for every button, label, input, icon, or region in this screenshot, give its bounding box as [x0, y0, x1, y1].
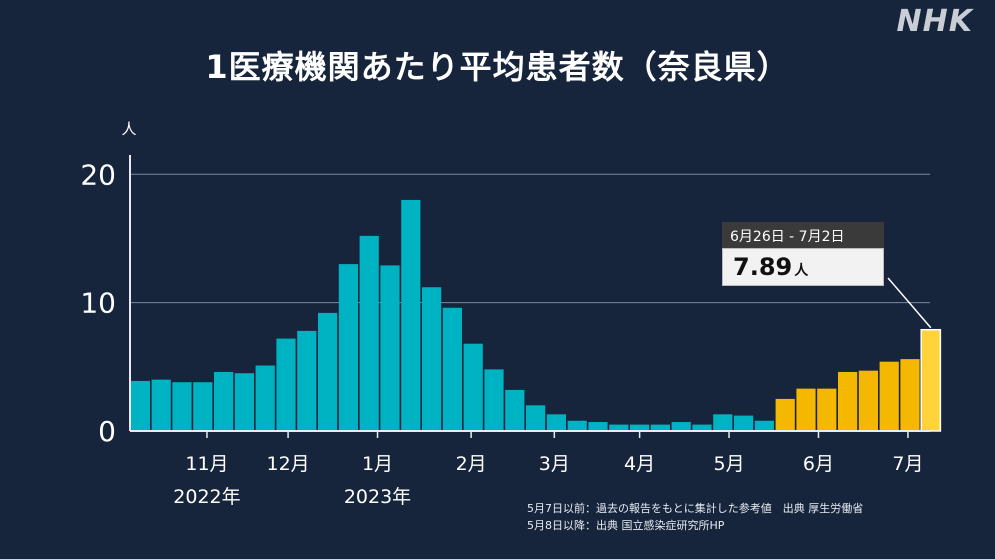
bar: [879, 361, 899, 431]
bar: [359, 235, 379, 431]
bar: [297, 330, 317, 431]
x-tick-year-label: 2022年: [173, 486, 240, 508]
x-tick-label: 1月: [362, 453, 393, 475]
bar: [422, 287, 442, 431]
bar: [234, 373, 254, 431]
bar: [401, 199, 421, 431]
bar: [463, 343, 483, 431]
bar: [692, 424, 712, 431]
bar: [775, 398, 795, 431]
y-tick-label: 10: [80, 287, 116, 320]
page-title: 1医療機関あたり平均患者数（奈良県）: [205, 48, 790, 86]
bar: [754, 420, 774, 431]
callout-unit: 人: [794, 263, 809, 279]
bar: [817, 388, 837, 431]
bar: [484, 369, 504, 431]
bar: [255, 365, 275, 431]
bar: [920, 328, 942, 432]
bar: [588, 422, 608, 431]
bar: [338, 264, 358, 431]
x-tick-label: 5月: [713, 453, 744, 475]
bar: [546, 414, 566, 431]
bar: [380, 265, 400, 431]
bar: [734, 415, 754, 431]
source-note-1: 5月7日以前：過去の報告をもとに集計した参考値 出典 厚生労働省: [527, 502, 864, 515]
bar: [505, 389, 525, 431]
bar: [609, 424, 629, 431]
source-note-2: 5月8日以降：出典 国立感染症研究所HP: [527, 519, 725, 532]
y-tick-label: 20: [80, 158, 116, 191]
x-tick-label: 12月: [266, 453, 309, 475]
x-tick-label: 2月: [456, 453, 487, 475]
bar: [900, 359, 920, 431]
x-tick-label: 7月: [892, 453, 923, 475]
x-tick-label: 6月: [803, 453, 834, 475]
bar: [630, 424, 650, 431]
bar: [650, 424, 670, 431]
bar: [172, 382, 192, 431]
y-tick-label: 0: [98, 415, 116, 448]
latest-value-callout: 6月26日 - 7月2日 7.89 人: [722, 222, 884, 286]
x-tick-label: 11月: [185, 453, 228, 475]
y-axis-label: 人: [121, 120, 136, 138]
bar: [276, 338, 296, 431]
bar: [838, 371, 858, 431]
bar: [858, 370, 878, 431]
bars: [130, 199, 942, 432]
bar: [214, 371, 234, 431]
bar: [130, 380, 150, 431]
x-tick-label: 4月: [624, 453, 655, 475]
bar: [796, 388, 816, 431]
bar: [713, 414, 733, 431]
callout-value-box: 7.89 人: [722, 248, 884, 286]
bar: [526, 405, 546, 431]
bar: [151, 379, 171, 431]
bar: [193, 382, 213, 431]
callout-pointer: [887, 277, 932, 329]
source-notes: 5月7日以前：過去の報告をもとに集計した参考値 出典 厚生労働省 5月8日以降：…: [527, 500, 863, 534]
x-tick-year-label: 2023年: [344, 486, 411, 508]
nhk-logo: NHK: [896, 4, 973, 39]
x-tick-labels: 11月 2022年 12月 1月 2023年 2月 3月 4月 5月 6月 7月: [173, 431, 923, 508]
bar: [671, 422, 691, 431]
grid-lines: [130, 173, 930, 304]
bar: [442, 307, 462, 431]
bar: [567, 420, 587, 431]
y-tick-labels: 0 10 20: [80, 158, 116, 448]
x-tick-label: 3月: [539, 453, 570, 475]
callout-period: 6月26日 - 7月2日: [722, 222, 884, 248]
callout-value: 7.89: [733, 253, 793, 281]
bar: [318, 312, 338, 431]
